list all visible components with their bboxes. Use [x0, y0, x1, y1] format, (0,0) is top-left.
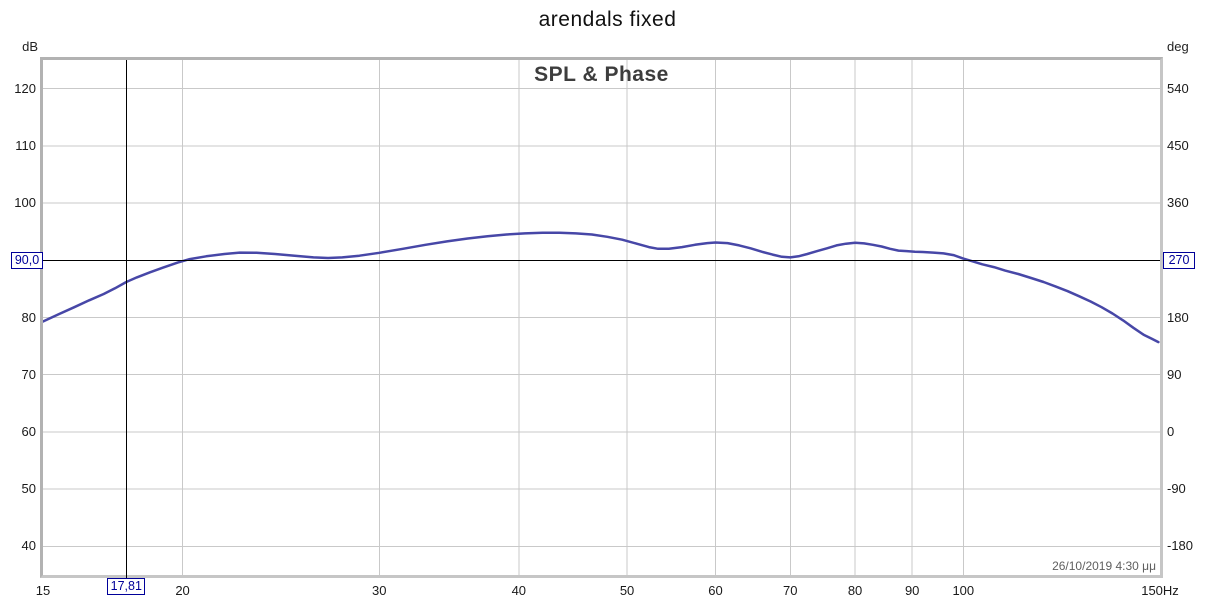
y-tick-label-left: 110: [15, 137, 36, 153]
cursor-vertical-line[interactable]: [126, 60, 128, 578]
x-tick-label: 90: [904, 583, 920, 598]
cursor-horizontal-line[interactable]: [43, 259, 1160, 261]
spl-phase-chart-canvas[interactable]: [43, 60, 1160, 575]
cursor-deg-readout: 270: [1163, 251, 1195, 269]
y-tick-label-right: -90: [1167, 481, 1186, 497]
x-tick-label: 70: [783, 583, 798, 598]
x-tick-label: 50: [619, 583, 635, 598]
chart-title: SPL & Phase: [534, 63, 669, 86]
y-tick-label-right: 360: [1167, 195, 1189, 211]
x-tick-label: 60: [708, 583, 723, 598]
x-tick-label: 15: [35, 583, 51, 598]
y-tick-label-left: 60: [21, 423, 36, 439]
cursor-db-readout: 90,0: [11, 251, 43, 269]
y-tick-label-left: 80: [21, 309, 36, 325]
y-tick-label-left: 50: [21, 481, 36, 497]
y-tick-label-right: 180: [1167, 309, 1189, 325]
page-title: arendals fixed: [538, 8, 677, 31]
x-tick-label: 150Hz: [1141, 583, 1179, 598]
y-tick-label-right: 90: [1167, 366, 1182, 382]
x-tick-label: 80: [847, 583, 863, 598]
y-tick-label-left: 40: [21, 538, 36, 554]
x-tick-label: 100: [952, 583, 975, 598]
y-tick-label-left: 100: [14, 195, 36, 211]
left-axis-unit-label: dB: [22, 39, 38, 54]
x-tick-label: 20: [175, 583, 190, 598]
y-tick-label-right: 0: [1167, 423, 1175, 439]
right-axis-unit-label: deg: [1167, 39, 1189, 54]
plot-area[interactable]: SPL & Phase 26/10/2019 4:30 μμ: [40, 57, 1163, 578]
measurement-timestamp: 26/10/2019 4:30 μμ: [1052, 559, 1156, 573]
y-tick-label-left: 120: [14, 80, 36, 96]
y-tick-label-right: 450: [1167, 137, 1189, 153]
y-tick-label-left: 70: [21, 366, 36, 382]
x-tick-label: 40: [511, 583, 527, 598]
cursor-freq-readout: 17,81: [107, 578, 146, 595]
y-tick-label-right: 540: [1167, 80, 1189, 96]
x-tick-label: 30: [372, 583, 387, 598]
y-tick-label-right: -180: [1167, 538, 1194, 554]
